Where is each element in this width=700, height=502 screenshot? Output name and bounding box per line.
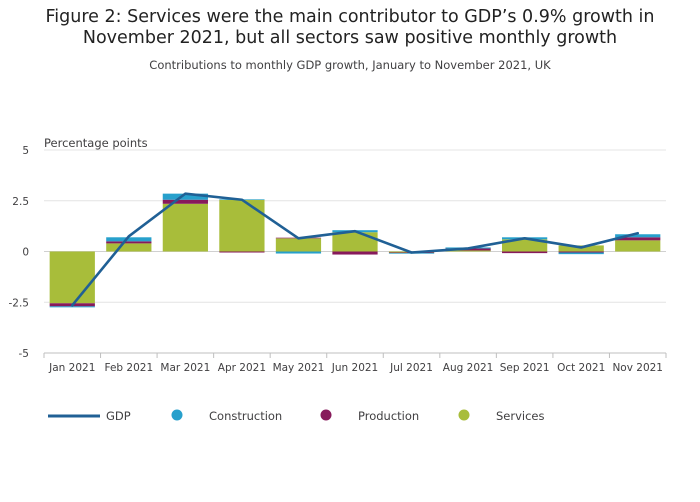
bar-services-aug-2021 (445, 250, 491, 252)
bar-services-jan-2021 (49, 251, 95, 304)
bar-services-sep-2021 (502, 239, 548, 252)
bar-services-feb-2021 (106, 243, 152, 252)
x-tick-label: Jun 2021 (331, 362, 378, 374)
bar-construction-may-2021 (275, 251, 322, 254)
bars (49, 193, 661, 308)
y-tick-label: 5 (22, 145, 29, 157)
y-axis-label: Percentage points (44, 136, 148, 150)
bar-services-nov-2021 (615, 240, 661, 252)
x-tick-label: Nov 2021 (612, 362, 663, 374)
bar-production-nov-2021 (615, 237, 661, 241)
bar-construction-oct-2021 (558, 252, 604, 255)
bar-construction-mar-2021 (162, 193, 208, 200)
bar-services-may-2021 (275, 238, 322, 252)
x-tick-label: Jul 2021 (389, 362, 433, 374)
x-tick-label: Feb 2021 (104, 362, 153, 374)
legend-label-services: Services (496, 409, 545, 423)
legend-services-dot-icon (458, 409, 470, 421)
bar-production-oct-2021 (558, 251, 604, 253)
x-tick-label: Jan 2021 (48, 362, 95, 374)
bar-construction-nov-2021 (615, 234, 661, 238)
bar-construction-jan-2021 (49, 306, 95, 308)
bar-construction-feb-2021 (106, 237, 152, 242)
gdp-line-layer (70, 192, 640, 307)
x-tick-label: Oct 2021 (557, 362, 605, 374)
legend-production-dot-icon (320, 409, 332, 421)
x-tick-label: Aug 2021 (443, 362, 494, 374)
y-tick-label: 2.5 (12, 196, 29, 208)
legend-label-production: Production (358, 409, 419, 423)
legend-label-construction: Construction (209, 409, 282, 423)
axes: 5 2.5 0 -2.5 -5 Jan 2021 Feb 2021 Mar 2021 Apr 2… (9, 145, 667, 374)
legend-construction-dot-icon (171, 409, 183, 421)
x-tick-label: May 2021 (273, 362, 325, 374)
y-tick-label: -2.5 (9, 297, 30, 309)
chart-subtitle: Contributions to monthly GDP growth, Jan… (149, 58, 551, 72)
legend: GDP Construction Production Services (48, 409, 545, 423)
bar-services-jun-2021 (332, 232, 378, 252)
y-tick-label: -5 (19, 348, 29, 360)
bar-production-jun-2021 (332, 251, 378, 255)
x-tick-label: Sep 2021 (500, 362, 550, 374)
bar-services-mar-2021 (162, 203, 208, 252)
gdp-line (70, 192, 640, 307)
chart-title: Figure 2: Services were the main contrib… (45, 7, 655, 48)
bar-production-apr-2021 (219, 251, 265, 253)
x-tick-label: Mar 2021 (160, 362, 210, 374)
bar-production-mar-2021 (162, 199, 208, 204)
legend-label-gdp: GDP (106, 409, 131, 423)
bar-services-apr-2021 (219, 199, 265, 252)
x-tick-label: Apr 2021 (218, 362, 266, 374)
bar-production-sep-2021 (502, 251, 548, 254)
y-tick-label: 0 (22, 247, 29, 259)
bar-production-feb-2021 (106, 241, 152, 244)
